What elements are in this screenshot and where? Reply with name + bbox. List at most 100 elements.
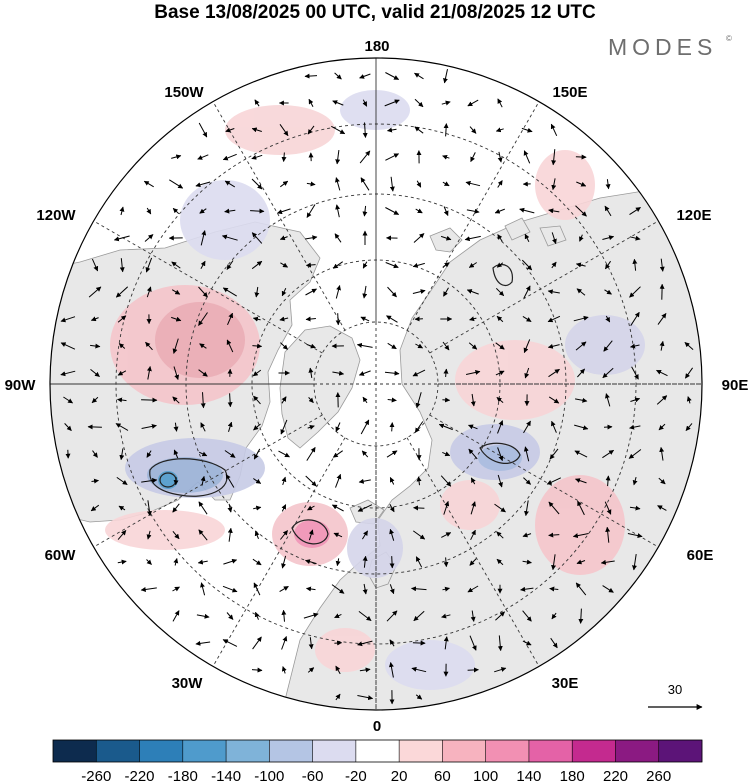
- wind-arrow: [628, 449, 642, 459]
- wind-arrow: [253, 505, 262, 511]
- wind-arrow: [281, 152, 287, 162]
- wind-arrow: [573, 315, 589, 322]
- colorbar-swatch: [226, 740, 270, 762]
- wind-arrow: [495, 287, 505, 297]
- wind-arrow: [335, 177, 341, 191]
- colorbar-tick: 140: [516, 768, 541, 783]
- wind-arrow: [252, 316, 261, 322]
- wind-arrow: [198, 122, 208, 138]
- wind-arrow: [385, 153, 400, 161]
- wind-arrow: [307, 505, 315, 511]
- wind-arrow: [551, 178, 557, 191]
- wind-arrow: [523, 446, 530, 462]
- wind-arrow: [331, 504, 344, 512]
- wind-arrow: [173, 366, 180, 380]
- wind-arrow: [362, 583, 368, 595]
- wind-arrow: [389, 528, 395, 541]
- wind-arrow: [227, 503, 233, 513]
- meridian-label-90w: 90W: [5, 377, 37, 394]
- negative-anomaly-iceland: [347, 518, 403, 578]
- wind-arrow: [443, 636, 449, 650]
- wind-arrow: [416, 180, 422, 188]
- wind-arrow: [308, 529, 314, 541]
- wind-arrow: [119, 258, 125, 273]
- wind-arrow: [468, 424, 478, 430]
- wind-arrow: [497, 420, 504, 434]
- wind-arrow: [497, 151, 503, 163]
- wind-arrow: [414, 421, 424, 433]
- wind-arrow: [281, 476, 287, 486]
- wind-arrow: [199, 343, 207, 349]
- wind-arrow: [443, 206, 449, 216]
- wind-arrow: [441, 613, 451, 619]
- wind-arrow: [551, 232, 557, 245]
- wind-arrow: [227, 421, 233, 432]
- wind-arrow: [146, 530, 152, 540]
- wind-arrow: [116, 476, 128, 486]
- colorbar-swatch: [528, 740, 573, 762]
- wind-arrow: [115, 423, 129, 431]
- wind-arrow: [442, 262, 450, 268]
- wind-arrow: [464, 235, 481, 242]
- land-greenland: [279, 325, 361, 449]
- wind-arrow: [497, 635, 503, 652]
- wind-arrow: [684, 342, 694, 350]
- wind-arrow: [145, 341, 153, 351]
- colorbar-tick: -220: [124, 768, 154, 783]
- wind-arrow: [119, 206, 125, 216]
- wind-arrow: [659, 446, 665, 461]
- wind-arrow: [252, 636, 262, 650]
- wind-arrow: [225, 474, 235, 488]
- wind-arrow: [389, 422, 395, 432]
- wind-arrow: [91, 478, 99, 484]
- wind-arrow: [495, 342, 505, 350]
- wind-arrow: [522, 532, 532, 538]
- wind-arrow: [279, 180, 289, 188]
- wind-arrow: [605, 179, 611, 190]
- wind-arrow: [496, 262, 504, 268]
- wind-arrow: [440, 475, 452, 487]
- wind-arrow: [304, 73, 318, 79]
- wind-arrow: [362, 99, 368, 107]
- wind-arrow: [307, 667, 315, 673]
- wind-arrow: [548, 368, 560, 378]
- wind-arrow: [386, 610, 398, 622]
- meridian-label-180: 180: [364, 38, 389, 55]
- colorbar-swatch: [399, 740, 443, 762]
- wind-arrow: [92, 450, 98, 458]
- wind-arrow: [200, 475, 206, 486]
- wind-arrow: [279, 316, 289, 322]
- brand-logo: MODES: [608, 34, 718, 60]
- wind-arrow: [632, 258, 638, 271]
- wind-arrow: [524, 500, 529, 517]
- wind-arrow: [497, 180, 503, 188]
- wind-arrow: [335, 204, 341, 218]
- wind-arrow: [306, 181, 316, 187]
- wind-arrow: [470, 393, 476, 407]
- wind-arrow: [575, 478, 587, 484]
- negative-anomaly-labrador-center: [158, 471, 178, 489]
- wind-arrow: [227, 312, 234, 325]
- wind-arrow: [443, 557, 449, 568]
- wind-arrow: [385, 262, 399, 269]
- wind-arrow: [200, 392, 206, 409]
- wind-arrow: [578, 608, 584, 624]
- meridian-line: [406, 437, 540, 667]
- wind-arrow: [605, 475, 611, 487]
- wind-arrow: [629, 235, 641, 241]
- wind-arrow: [523, 150, 531, 164]
- wind-arrow: [200, 260, 206, 270]
- wind-arrow: [279, 585, 289, 593]
- wind-arrow: [443, 287, 449, 297]
- wind-arrow: [278, 450, 290, 458]
- wind-arrow: [277, 208, 291, 215]
- wind-arrow: [308, 98, 314, 107]
- wind-arrow: [411, 586, 427, 592]
- wind-arrow: [280, 419, 288, 435]
- wind-arrow: [416, 476, 422, 486]
- wind-arrow: [657, 312, 667, 325]
- wind-arrow: [413, 233, 425, 243]
- wind-arrow: [360, 177, 370, 191]
- wind-arrow: [362, 122, 368, 138]
- wind-arrow: [389, 584, 395, 595]
